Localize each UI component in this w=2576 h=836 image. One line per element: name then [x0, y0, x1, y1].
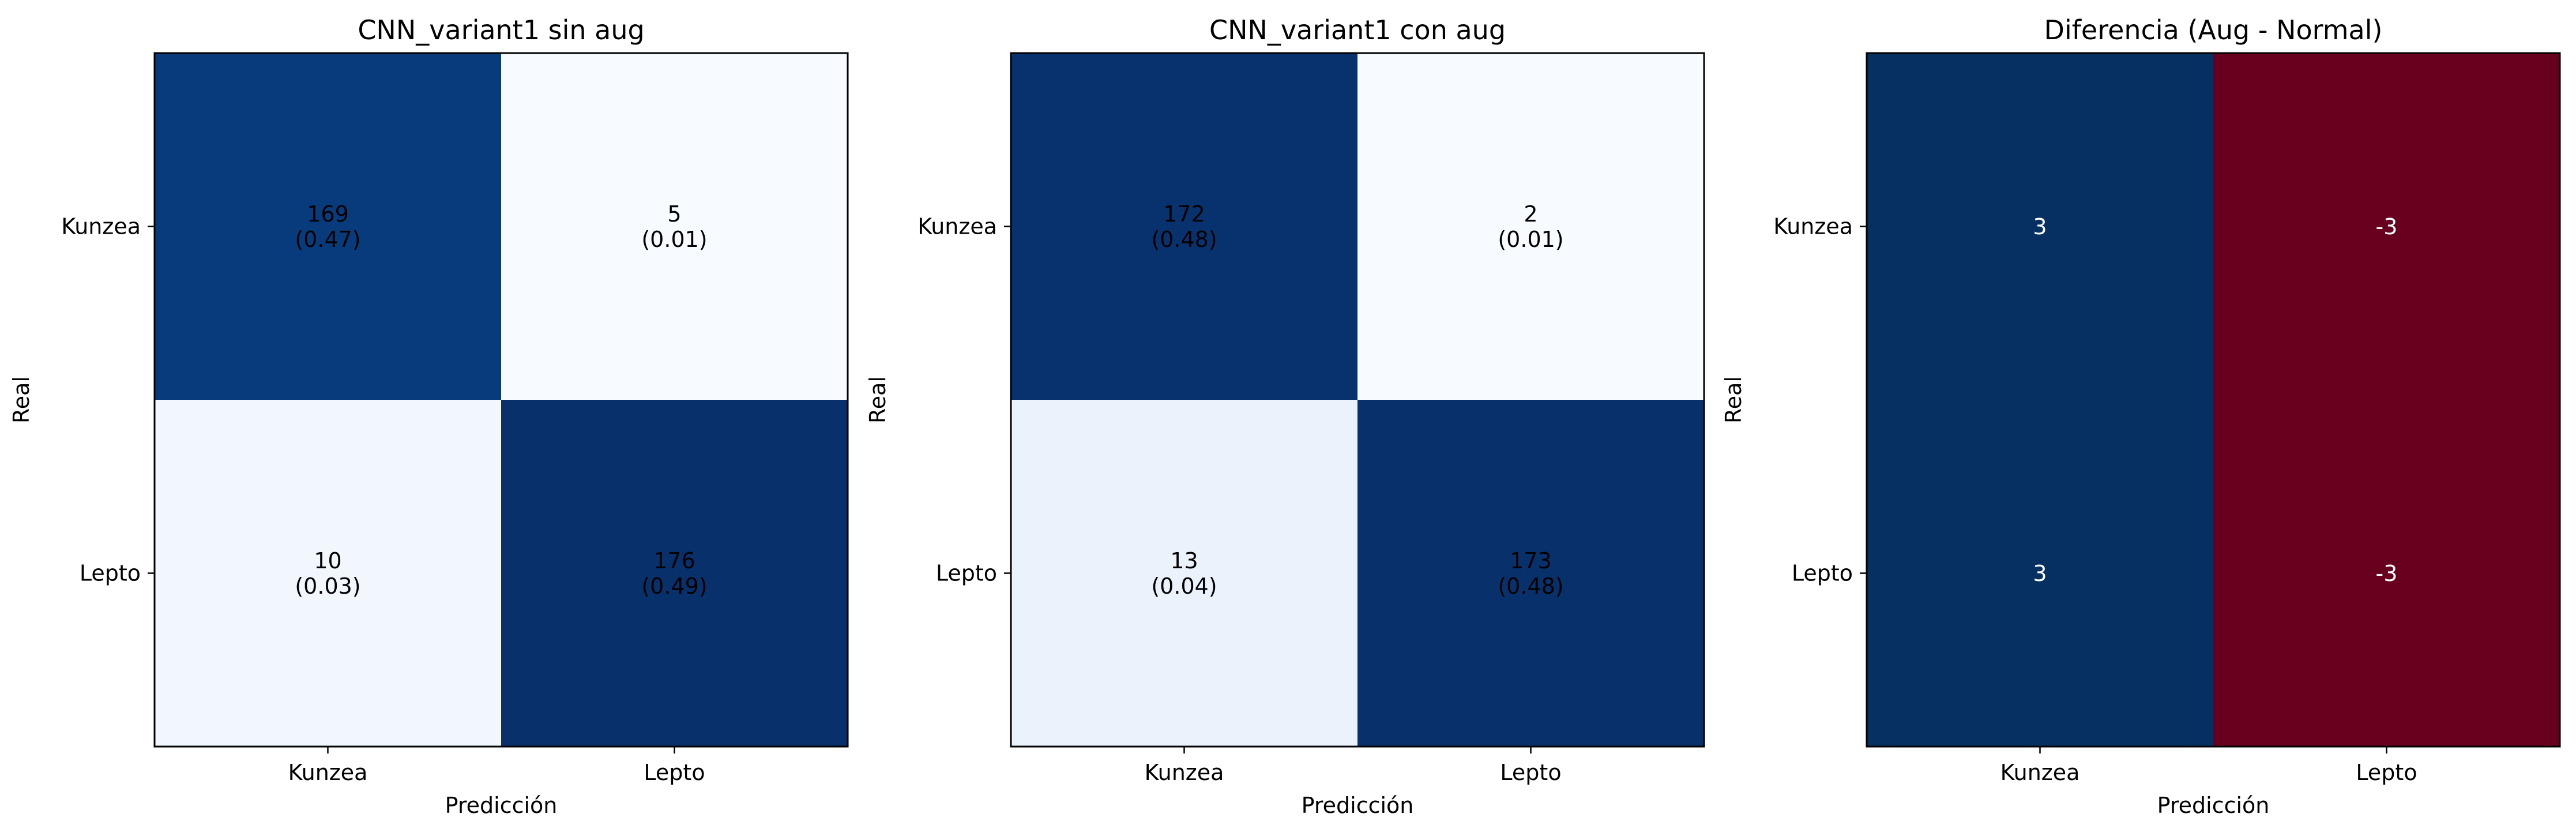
- x-tick-label: Lepto: [644, 760, 705, 785]
- cell-value-label: 3: [2033, 561, 2047, 586]
- heatmap-cell: [501, 53, 848, 400]
- x-tick-label: Kunzea: [288, 760, 368, 785]
- chart-title: CNN_variant1 con aug: [1209, 14, 1506, 46]
- cell-value-label: 169 (0.47): [295, 201, 360, 252]
- y-tick-label: Lepto: [1792, 561, 1853, 586]
- y-tick-label: Lepto: [936, 561, 997, 586]
- x-axis-label: Predicción: [1302, 793, 1414, 818]
- heatmap-cell: [501, 400, 848, 747]
- y-axis-label: Real: [9, 376, 34, 423]
- heatmap-cell: [1867, 400, 2214, 747]
- x-tick-label: Lepto: [2356, 760, 2417, 785]
- cell-value-label: 172 (0.48): [1151, 201, 1217, 252]
- heatmap-panel-2: 172 (0.48) 2 (0.01) 13 (0.04) 173 (0.48) CNN_var…: [865, 14, 1705, 818]
- heatmap-cell: [1011, 400, 1358, 747]
- x-axis-label: Predicción: [445, 793, 558, 818]
- heatmap-cell: [2213, 53, 2560, 400]
- chart-title: CNN_variant1 sin aug: [358, 14, 644, 46]
- cell-value-label: 5 (0.01): [641, 201, 707, 252]
- cell-value-label: 13 (0.04): [1151, 548, 1217, 599]
- axes-frame: [1010, 52, 1705, 748]
- cell-value-label: 3: [2033, 214, 2047, 239]
- y-tick-label: Kunzea: [917, 214, 997, 239]
- chart-title: Diferencia (Aug - Normal): [2044, 14, 2383, 46]
- heatmap-panel-1: 169 (0.47) 5 (0.01) 10 (0.03) 176 (0.49) CNN_var…: [9, 14, 849, 818]
- heatmap-cell: [2213, 400, 2560, 747]
- heatmap-cell: [155, 53, 502, 400]
- x-axis-label: Predicción: [2157, 793, 2270, 818]
- cell-value-label: 176 (0.49): [641, 548, 707, 599]
- cell-value-label: -3: [2376, 561, 2398, 586]
- heatmap-cell: [1357, 53, 1705, 400]
- axes-frame: [153, 52, 849, 748]
- x-tick-label: Lepto: [1500, 760, 1561, 785]
- cell-value-label: 2 (0.01): [1498, 201, 1563, 252]
- y-tick-label: Kunzea: [61, 214, 141, 239]
- y-tick-label: Kunzea: [1773, 214, 1853, 239]
- y-tick-label: Lepto: [80, 561, 141, 586]
- y-axis-label: Real: [1721, 376, 1746, 423]
- heatmap-cell: [1011, 53, 1358, 400]
- x-tick-label: Kunzea: [1145, 760, 1224, 785]
- heatmap-cell: [1357, 400, 1705, 747]
- x-tick-label: Kunzea: [2000, 760, 2080, 785]
- cell-value-label: 173 (0.48): [1498, 548, 1563, 599]
- cell-value-label: -3: [2376, 214, 2398, 239]
- y-axis-label: Real: [865, 376, 890, 423]
- heatmap-cell: [1867, 53, 2214, 400]
- cell-value-label: 10 (0.03): [295, 548, 360, 599]
- heatmap-panel-3: 3 -3 3 -3 Diferencia (Aug - Normal) Kunzea Lep…: [1721, 14, 2561, 818]
- heatmap-cell: [155, 400, 502, 747]
- axes-frame: [1866, 52, 2561, 748]
